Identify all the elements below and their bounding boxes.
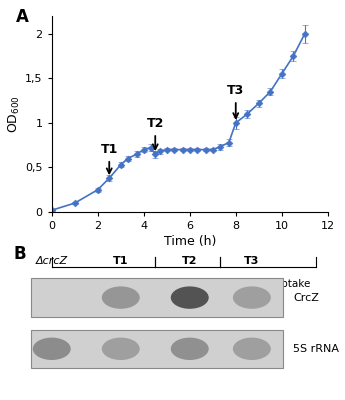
Text: mannitol uptake
- CCR: mannitol uptake - CCR: [225, 279, 310, 300]
Text: B: B: [14, 245, 27, 263]
Text: T2: T2: [147, 117, 164, 149]
Bar: [31, 278, 283, 317]
Ellipse shape: [233, 286, 271, 309]
Ellipse shape: [233, 338, 271, 360]
Text: A: A: [16, 8, 29, 26]
X-axis label: Time (h): Time (h): [164, 235, 216, 248]
Y-axis label: OD$_{600}$: OD$_{600}$: [7, 95, 22, 133]
Ellipse shape: [102, 338, 140, 360]
Text: T1: T1: [100, 143, 118, 173]
Text: T1: T1: [113, 256, 128, 266]
Text: lag-phase: lag-phase: [162, 279, 213, 289]
Ellipse shape: [33, 338, 71, 360]
Text: 5S rRNA: 5S rRNA: [293, 344, 339, 354]
Text: T3: T3: [227, 84, 244, 118]
Text: T2: T2: [182, 256, 197, 266]
Ellipse shape: [102, 286, 140, 309]
Text: succinate uptake
+ CCR: succinate uptake + CCR: [59, 279, 148, 300]
Text: CrcZ: CrcZ: [293, 293, 319, 302]
Ellipse shape: [171, 338, 209, 360]
Bar: [31, 330, 283, 368]
Text: T3: T3: [244, 256, 259, 266]
Text: ΔcrcZ: ΔcrcZ: [36, 256, 68, 266]
Ellipse shape: [171, 286, 209, 309]
